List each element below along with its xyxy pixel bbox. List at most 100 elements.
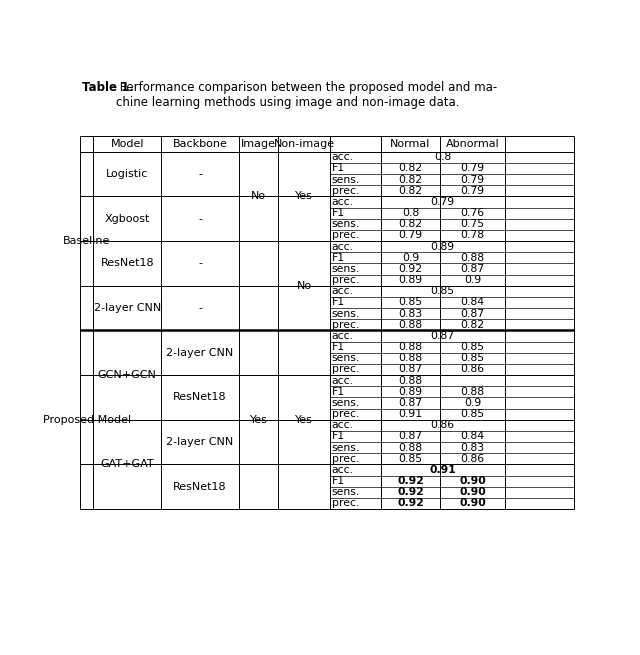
- Text: prec.: prec.: [332, 186, 359, 196]
- Text: 0.92: 0.92: [397, 487, 424, 497]
- Text: 0.79: 0.79: [460, 175, 484, 185]
- Text: Table 1.: Table 1.: [81, 81, 133, 94]
- Text: 0.87: 0.87: [399, 432, 422, 441]
- Text: 0.82: 0.82: [460, 320, 484, 330]
- Text: 0.87: 0.87: [431, 331, 455, 341]
- Text: Yes: Yes: [295, 191, 313, 201]
- Text: -: -: [198, 169, 202, 179]
- Text: ResNet18: ResNet18: [100, 259, 154, 269]
- Text: F1: F1: [332, 432, 345, 441]
- Text: F1: F1: [332, 253, 345, 263]
- Text: acc.: acc.: [332, 197, 354, 207]
- Text: 0.76: 0.76: [460, 208, 484, 218]
- Text: 0.9: 0.9: [464, 275, 481, 285]
- Text: sens.: sens.: [332, 353, 360, 364]
- Text: -: -: [198, 303, 202, 313]
- Text: 0.87: 0.87: [460, 309, 484, 318]
- Text: 0.9: 0.9: [464, 398, 481, 408]
- Text: sens.: sens.: [332, 219, 360, 229]
- Text: 0.84: 0.84: [460, 432, 484, 441]
- Text: 0.85: 0.85: [399, 454, 422, 464]
- Text: sens.: sens.: [332, 443, 360, 453]
- Text: 0.88: 0.88: [460, 253, 484, 263]
- Text: 2-layer CNN: 2-layer CNN: [166, 348, 234, 358]
- Text: Image: Image: [241, 139, 276, 149]
- Text: 0.90: 0.90: [459, 498, 486, 508]
- Text: Backbone: Backbone: [173, 139, 228, 149]
- Text: 0.84: 0.84: [460, 297, 484, 307]
- Text: 0.79: 0.79: [431, 197, 455, 207]
- Text: 0.89: 0.89: [399, 387, 422, 397]
- Text: 0.83: 0.83: [399, 309, 422, 318]
- Text: 0.87: 0.87: [399, 398, 422, 408]
- Text: 0.79: 0.79: [399, 231, 422, 240]
- Text: F1: F1: [332, 208, 345, 218]
- Text: -: -: [198, 214, 202, 224]
- Text: Baseline: Baseline: [63, 236, 110, 246]
- Text: 0.85: 0.85: [460, 342, 484, 352]
- Text: F1: F1: [332, 297, 345, 307]
- Text: 0.90: 0.90: [459, 476, 486, 486]
- Text: 0.75: 0.75: [460, 219, 484, 229]
- Text: sens.: sens.: [332, 309, 360, 318]
- Text: 0.79: 0.79: [460, 186, 484, 196]
- Text: 0.88: 0.88: [460, 387, 484, 397]
- Text: prec.: prec.: [332, 320, 359, 330]
- Text: F1: F1: [332, 342, 345, 352]
- Text: 0.85: 0.85: [460, 409, 484, 419]
- Text: 0.89: 0.89: [431, 242, 455, 252]
- Text: prec.: prec.: [332, 364, 359, 375]
- Text: 0.83: 0.83: [460, 443, 484, 453]
- Text: sens.: sens.: [332, 264, 360, 274]
- Text: 0.86: 0.86: [431, 421, 455, 430]
- Text: 0.86: 0.86: [460, 454, 484, 464]
- Text: sens.: sens.: [332, 175, 360, 185]
- Text: 0.87: 0.87: [399, 364, 422, 375]
- Text: 0.82: 0.82: [399, 175, 422, 185]
- Text: 0.82: 0.82: [399, 164, 422, 174]
- Text: 0.88: 0.88: [399, 342, 422, 352]
- Text: acc.: acc.: [332, 153, 354, 162]
- Text: prec.: prec.: [332, 409, 359, 419]
- Text: 0.88: 0.88: [399, 375, 422, 386]
- Text: 0.85: 0.85: [460, 353, 484, 364]
- Text: 0.86: 0.86: [460, 364, 484, 375]
- Text: 0.88: 0.88: [399, 443, 422, 453]
- Text: Yes: Yes: [250, 415, 268, 424]
- Text: 0.82: 0.82: [399, 219, 422, 229]
- Text: F1: F1: [332, 164, 345, 174]
- Text: 0.89: 0.89: [399, 275, 422, 285]
- Text: 0.82: 0.82: [399, 186, 422, 196]
- Text: prec.: prec.: [332, 275, 359, 285]
- Text: acc.: acc.: [332, 286, 354, 296]
- Text: acc.: acc.: [332, 242, 354, 252]
- Text: sens.: sens.: [332, 487, 360, 497]
- Text: 0.92: 0.92: [397, 498, 424, 508]
- Text: 2-layer CNN: 2-layer CNN: [93, 303, 161, 313]
- Text: Proposed Model: Proposed Model: [42, 415, 131, 424]
- Text: 0.88: 0.88: [399, 320, 422, 330]
- Text: ResNet18: ResNet18: [173, 481, 227, 492]
- Text: 0.79: 0.79: [460, 164, 484, 174]
- Text: Xgboost: Xgboost: [104, 214, 150, 224]
- Text: 0.85: 0.85: [399, 297, 422, 307]
- Text: 0.8: 0.8: [402, 208, 419, 218]
- Text: sens.: sens.: [332, 398, 360, 408]
- Text: 0.91: 0.91: [429, 465, 456, 475]
- Text: prec.: prec.: [332, 454, 359, 464]
- Text: F1: F1: [332, 387, 345, 397]
- Text: acc.: acc.: [332, 375, 354, 386]
- Text: prec.: prec.: [332, 231, 359, 240]
- Text: No: No: [251, 191, 266, 201]
- Text: F1: F1: [332, 476, 345, 486]
- Text: -: -: [198, 259, 202, 269]
- Text: Model: Model: [111, 139, 144, 149]
- Text: Non-image: Non-image: [273, 139, 335, 149]
- Text: acc.: acc.: [332, 465, 354, 475]
- Text: 0.90: 0.90: [459, 487, 486, 497]
- Text: 0.88: 0.88: [399, 353, 422, 364]
- Text: GCN+GCN: GCN+GCN: [98, 370, 157, 380]
- Text: 0.91: 0.91: [399, 409, 422, 419]
- Text: 0.78: 0.78: [460, 231, 484, 240]
- Text: 0.92: 0.92: [399, 264, 422, 274]
